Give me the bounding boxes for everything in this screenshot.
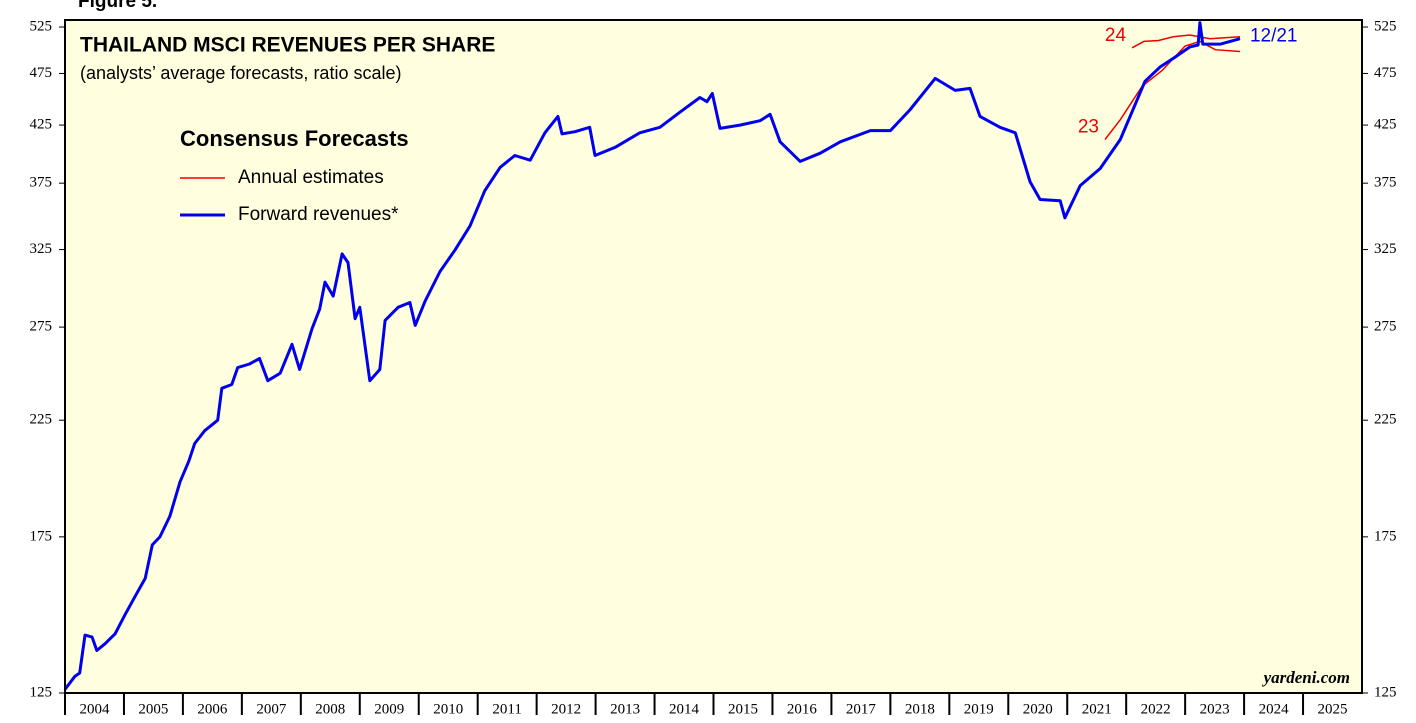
x-tick-label: 2006 [197, 701, 228, 717]
plot-area [65, 20, 1362, 693]
line-label: 23 [1078, 117, 1099, 138]
source: yardeni.com [1262, 668, 1350, 687]
x-tick-label: 2014 [669, 701, 700, 717]
line-label: 24 [1105, 25, 1127, 46]
x-tick-label: 2009 [374, 701, 404, 717]
x-tick-label: 2017 [846, 701, 877, 717]
x-tick-label: 2019 [964, 701, 994, 717]
figure-label: Figure 5. [78, 0, 157, 12]
x-tick-label: 2020 [1023, 701, 1053, 717]
x-tick-label: 2015 [728, 701, 758, 717]
y-tick-label: 425 [30, 117, 53, 133]
chart-title: THAILAND MSCI REVENUES PER SHARE [80, 34, 495, 57]
x-tick-label: 2018 [905, 701, 935, 717]
x-tick-label: 2022 [1141, 701, 1171, 717]
y2-tick-label: 525 [1374, 18, 1397, 34]
legend-label: Forward revenues* [238, 204, 399, 225]
x-tick-label: 2025 [1318, 701, 1348, 717]
x-tick-label: 2011 [492, 701, 521, 717]
plot-border [64, 19, 1363, 694]
end-label: 12/21 [1250, 26, 1298, 47]
y2-tick-label: 375 [1374, 175, 1397, 191]
x-tick-label: 2021 [1082, 701, 1112, 717]
x-tick-label: 2008 [315, 701, 345, 717]
y2-tick-label: 475 [1374, 65, 1397, 81]
x-tick-label: 2012 [551, 701, 581, 717]
y-tick-label: 125 [30, 684, 53, 700]
x-tick-label: 2004 [79, 701, 110, 717]
y2-tick-label: 325 [1374, 241, 1397, 257]
y-tick-label: 325 [30, 241, 53, 257]
y-tick-label: 175 [30, 528, 53, 544]
y-tick-label: 525 [30, 18, 53, 34]
legend-label: Annual estimates [238, 167, 384, 188]
x-tick-label: 2005 [138, 701, 168, 717]
y2-tick-label: 425 [1374, 117, 1397, 133]
y2-tick-label: 225 [1374, 412, 1397, 428]
x-tick-label: 2010 [433, 701, 463, 717]
annual-line [1131, 34, 1241, 49]
x-tick-label: 2023 [1200, 701, 1230, 717]
legend-title: Consensus Forecasts [180, 126, 409, 151]
x-tick-label: 2024 [1259, 701, 1290, 717]
y2-tick-label: 275 [1374, 319, 1397, 335]
y-tick-label: 475 [30, 65, 53, 81]
y-tick-label: 375 [30, 175, 53, 191]
x-tick-label: 2007 [256, 701, 287, 717]
y-tick-label: 275 [30, 319, 53, 335]
x-tick-label: 2016 [787, 701, 818, 717]
y2-tick-label: 175 [1374, 528, 1397, 544]
series-line [65, 21, 1241, 691]
x-tick-label: 2013 [610, 701, 640, 717]
y2-tick-label: 125 [1374, 684, 1397, 700]
y-tick-label: 225 [30, 412, 53, 428]
chart-subtitle: (analysts’ average forecasts, ratio scal… [80, 63, 401, 83]
